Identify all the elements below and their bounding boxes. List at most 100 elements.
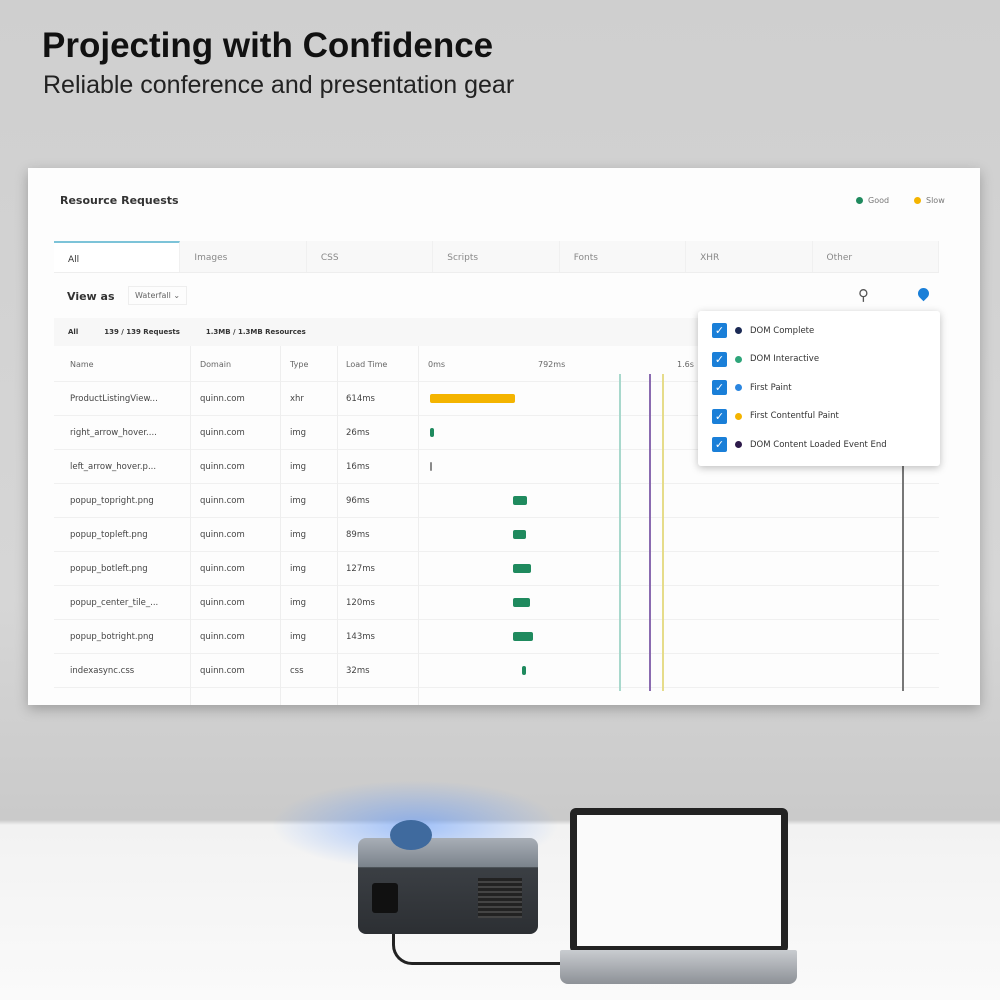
legend-label: Slow [926,196,945,205]
table-row[interactable]: indexasync.css quinn.com css 32ms [54,654,939,688]
cell-domain: quinn.com [200,530,245,540]
chevron-down-icon: ⌄ [173,291,181,300]
cell-name: popup_center_tile_... [70,598,159,608]
cell-name: indexasync.css [70,666,135,676]
marker-line [619,374,621,691]
summary-filter[interactable]: All [68,328,79,336]
laptop-keyboard [560,950,797,984]
tab-bar: All Images CSS Scripts Fonts XHR Other [54,241,939,273]
marker-option[interactable]: ✓ DOM Complete [712,323,814,338]
table-row[interactable]: popup_topright.png quinn.com img 96ms [54,484,939,518]
waterfall-bar [430,462,433,471]
col-load-time[interactable]: Load Time [346,360,388,369]
waterfall-bar [430,428,434,437]
view-as-value: Waterfall [135,291,171,300]
cell-type: img [290,496,307,506]
markers-popup: ✓ DOM Complete ✓ DOM Interactive ✓ First Pain… [698,311,940,466]
table-row[interactable]: left_arrow_hover.p... quinn.com img 16ms [54,450,939,484]
view-as-label: View as [67,290,115,303]
laptop-screen [570,808,788,953]
cell-type: css [290,666,304,676]
marker-pin-icon[interactable] [915,285,932,302]
cell-load: 26ms [346,428,370,438]
tick-label: 792ms [538,360,566,369]
tick-label: 0ms [428,360,446,369]
cell-load: 32ms [346,666,370,676]
marker-line [902,458,904,691]
tab-xhr[interactable]: XHR [686,241,813,272]
checkbox-checked-icon[interactable]: ✓ [712,408,727,424]
tab-fonts[interactable]: Fonts [559,241,687,272]
column-divider [190,346,191,705]
cell-type: img [290,530,307,540]
view-as-select[interactable]: Waterfall ⌄ [128,286,188,305]
marker-color-dot-icon [735,384,742,391]
subheadline: Reliable conference and presentation gea… [43,71,515,99]
checkbox-checked-icon[interactable]: ✓ [712,437,727,452]
cell-load: 16ms [346,462,370,472]
slow-dot-icon [914,197,921,204]
table-row[interactable]: ProductListingView... quinn.com xhr 614ms [54,382,939,416]
search-icon[interactable]: ⚲ [858,286,869,304]
cell-domain: quinn.com [200,632,245,642]
marker-option[interactable]: ✓ DOM Content Loaded Event End [712,437,887,452]
col-domain[interactable]: Domain [200,360,232,369]
projector-lens [390,820,432,850]
legend-slow: Slow [914,196,945,205]
cell-load: 614ms [346,394,375,404]
cell-name: ProductListingView... [70,394,158,404]
projector [358,838,538,934]
marker-option[interactable]: ✓ First Paint [712,380,792,395]
marker-option[interactable]: ✓ First Contentful Paint [712,408,839,424]
power-port-icon [372,883,398,913]
tab-all[interactable]: All [54,241,181,272]
table-row[interactable]: popup_topleft.png quinn.com img 89ms [54,518,939,552]
vent-grille [478,878,522,918]
tab-other[interactable]: Other [812,241,939,272]
checkbox-checked-icon[interactable]: ✓ [712,323,727,338]
cell-domain: quinn.com [200,496,245,506]
summary-resources: 1.3MB / 1.3MB Resources [205,328,306,336]
waterfall-bar [513,496,527,505]
table-row[interactable]: popup_botright.png quinn.com img 143ms [54,620,939,654]
cell-domain: quinn.com [200,462,245,472]
cell-name: popup_botleft.png [70,564,148,574]
marker-line [649,374,651,691]
cell-type: xhr [290,394,304,404]
table-row[interactable]: popup_botleft.png quinn.com img 127ms [54,552,939,586]
cell-type: img [290,462,307,472]
marker-label: First Paint [750,382,792,393]
marker-label: First Contentful Paint [750,411,839,421]
column-divider [337,346,338,705]
cell-domain: quinn.com [200,428,245,438]
tab-images[interactable]: Images [180,241,307,272]
tick-label: 1.6s [677,360,694,369]
cell-domain: quinn.com [200,598,245,608]
column-divider [418,346,419,705]
cell-name: popup_topright.png [70,496,154,506]
col-name[interactable]: Name [70,360,94,369]
waterfall-bar [513,564,531,573]
table-row[interactable]: right_arrow_hover.... quinn.com img 26ms [54,416,939,450]
cell-type: img [290,598,307,608]
cell-load: 89ms [346,530,370,540]
checkbox-checked-icon[interactable]: ✓ [712,351,727,367]
checkbox-checked-icon[interactable]: ✓ [712,380,727,395]
waterfall-bar [513,632,534,641]
table-row[interactable]: popup_center_tile_... quinn.com img 120ms [54,586,939,620]
cell-load: 96ms [346,496,370,506]
marker-label: DOM Interactive [750,354,820,364]
tab-scripts[interactable]: Scripts [433,241,560,272]
cell-type: img [290,428,307,438]
cell-load: 120ms [346,598,375,608]
headline: Projecting with Confidence [42,26,494,65]
panel-title: Resource Requests [60,194,179,207]
waterfall-bar [513,530,526,539]
cell-domain: quinn.com [200,666,245,676]
marker-option[interactable]: ✓ DOM Interactive [712,351,820,367]
tab-css[interactable]: CSS [306,241,434,272]
col-type[interactable]: Type [290,360,309,369]
hdmi-cable [392,920,582,965]
legend-good: Good [856,196,889,205]
marker-line [662,374,664,691]
